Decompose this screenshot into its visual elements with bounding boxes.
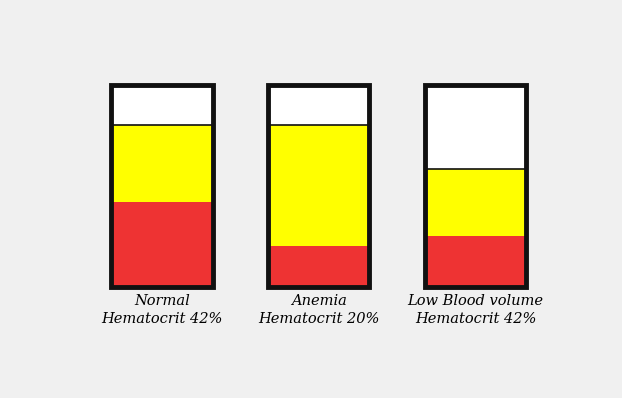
Bar	[268, 84, 369, 287]
Bar	[268, 125, 369, 246]
Bar	[111, 125, 213, 202]
Text: Hematocrit 42%: Hematocrit 42%	[101, 312, 223, 326]
Bar	[111, 84, 213, 287]
Bar	[425, 84, 526, 287]
Text: Hematocrit 42%: Hematocrit 42%	[415, 312, 536, 326]
Bar	[111, 84, 213, 125]
Bar	[268, 246, 369, 287]
Bar	[425, 170, 526, 236]
Bar	[425, 84, 526, 170]
Bar	[111, 202, 213, 287]
Bar	[268, 84, 369, 125]
Text: Anemia: Anemia	[291, 294, 346, 308]
Text: Hematocrit 20%: Hematocrit 20%	[258, 312, 379, 326]
Text: Low Blood volume: Low Blood volume	[407, 294, 544, 308]
Text: Normal: Normal	[134, 294, 190, 308]
Bar	[425, 236, 526, 287]
